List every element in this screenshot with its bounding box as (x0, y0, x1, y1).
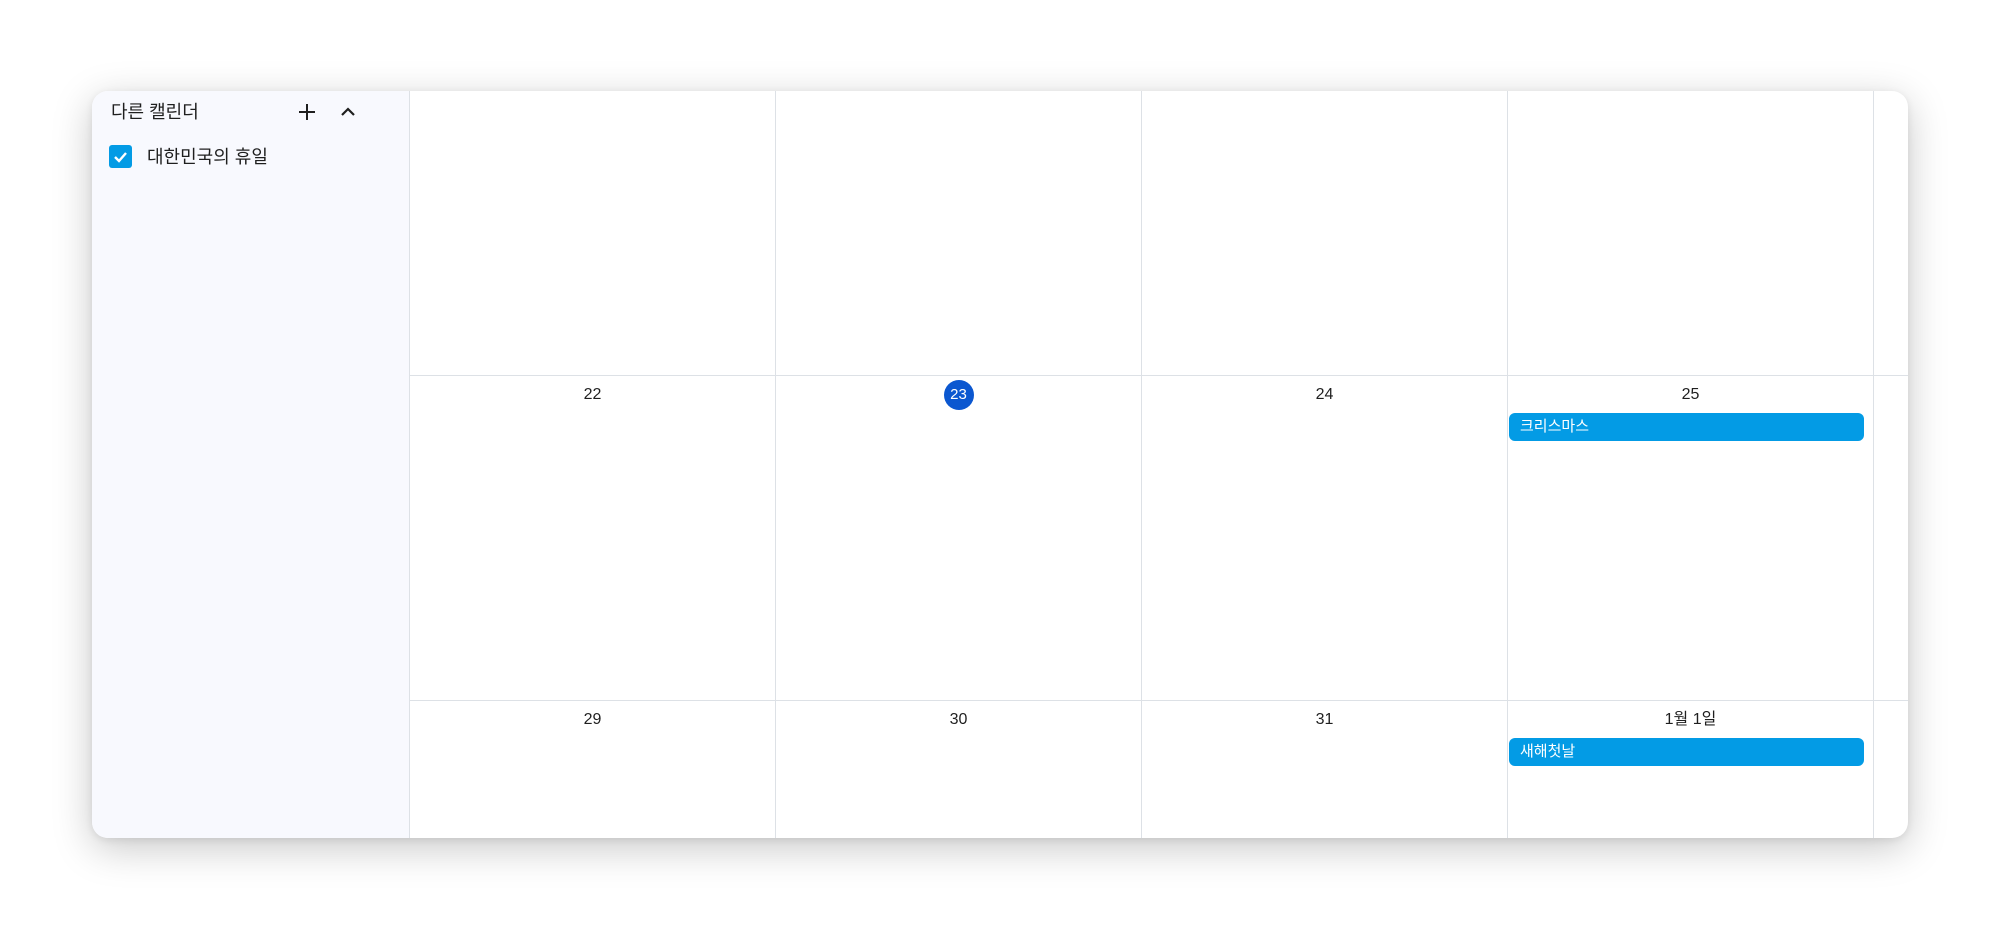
event-chip[interactable]: 크리스마스 (1509, 413, 1864, 441)
today-badge[interactable]: 23 (943, 380, 974, 410)
day-cell-date[interactable]: 24 (1315, 386, 1334, 403)
day-cell-date[interactable]: 25 (1681, 386, 1700, 403)
day-cell-date[interactable]: 1월 1일 (1664, 711, 1717, 728)
calendar-window: 다른 캘린더 대한민국의 휴일 22 23 24 25 크리스마스 29 30 … (92, 91, 1908, 838)
collapse-button[interactable] (334, 98, 362, 126)
day-cell-date[interactable]: 29 (583, 711, 602, 728)
other-calendars-title: 다른 캘린더 (111, 102, 199, 122)
plus-icon (299, 104, 315, 120)
day-cell-date[interactable]: 22 (583, 386, 602, 403)
divider (1507, 91, 1508, 838)
check-icon (114, 151, 127, 163)
divider (410, 700, 1908, 701)
divider (410, 375, 1908, 376)
divider (775, 91, 776, 838)
add-calendar-button[interactable] (293, 98, 321, 126)
calendar-label: 대한민국의 휴일 (147, 147, 268, 167)
divider (1873, 91, 1874, 838)
chevron-up-icon (341, 107, 355, 116)
month-grid: 22 23 24 25 크리스마스 29 30 31 1월 1일 새해첫날 (410, 91, 1908, 838)
calendar-item-korean-holidays[interactable]: 대한민국의 휴일 (109, 143, 268, 169)
day-cell-date[interactable]: 30 (949, 711, 968, 728)
divider (1141, 91, 1142, 838)
day-cell-date-today[interactable]: 23 (776, 380, 1141, 410)
event-chip[interactable]: 새해첫날 (1509, 738, 1864, 766)
sidebar: 다른 캘린더 대한민국의 휴일 (92, 91, 410, 838)
calendar-checkbox[interactable] (109, 144, 132, 168)
day-cell-date[interactable]: 31 (1315, 711, 1334, 728)
